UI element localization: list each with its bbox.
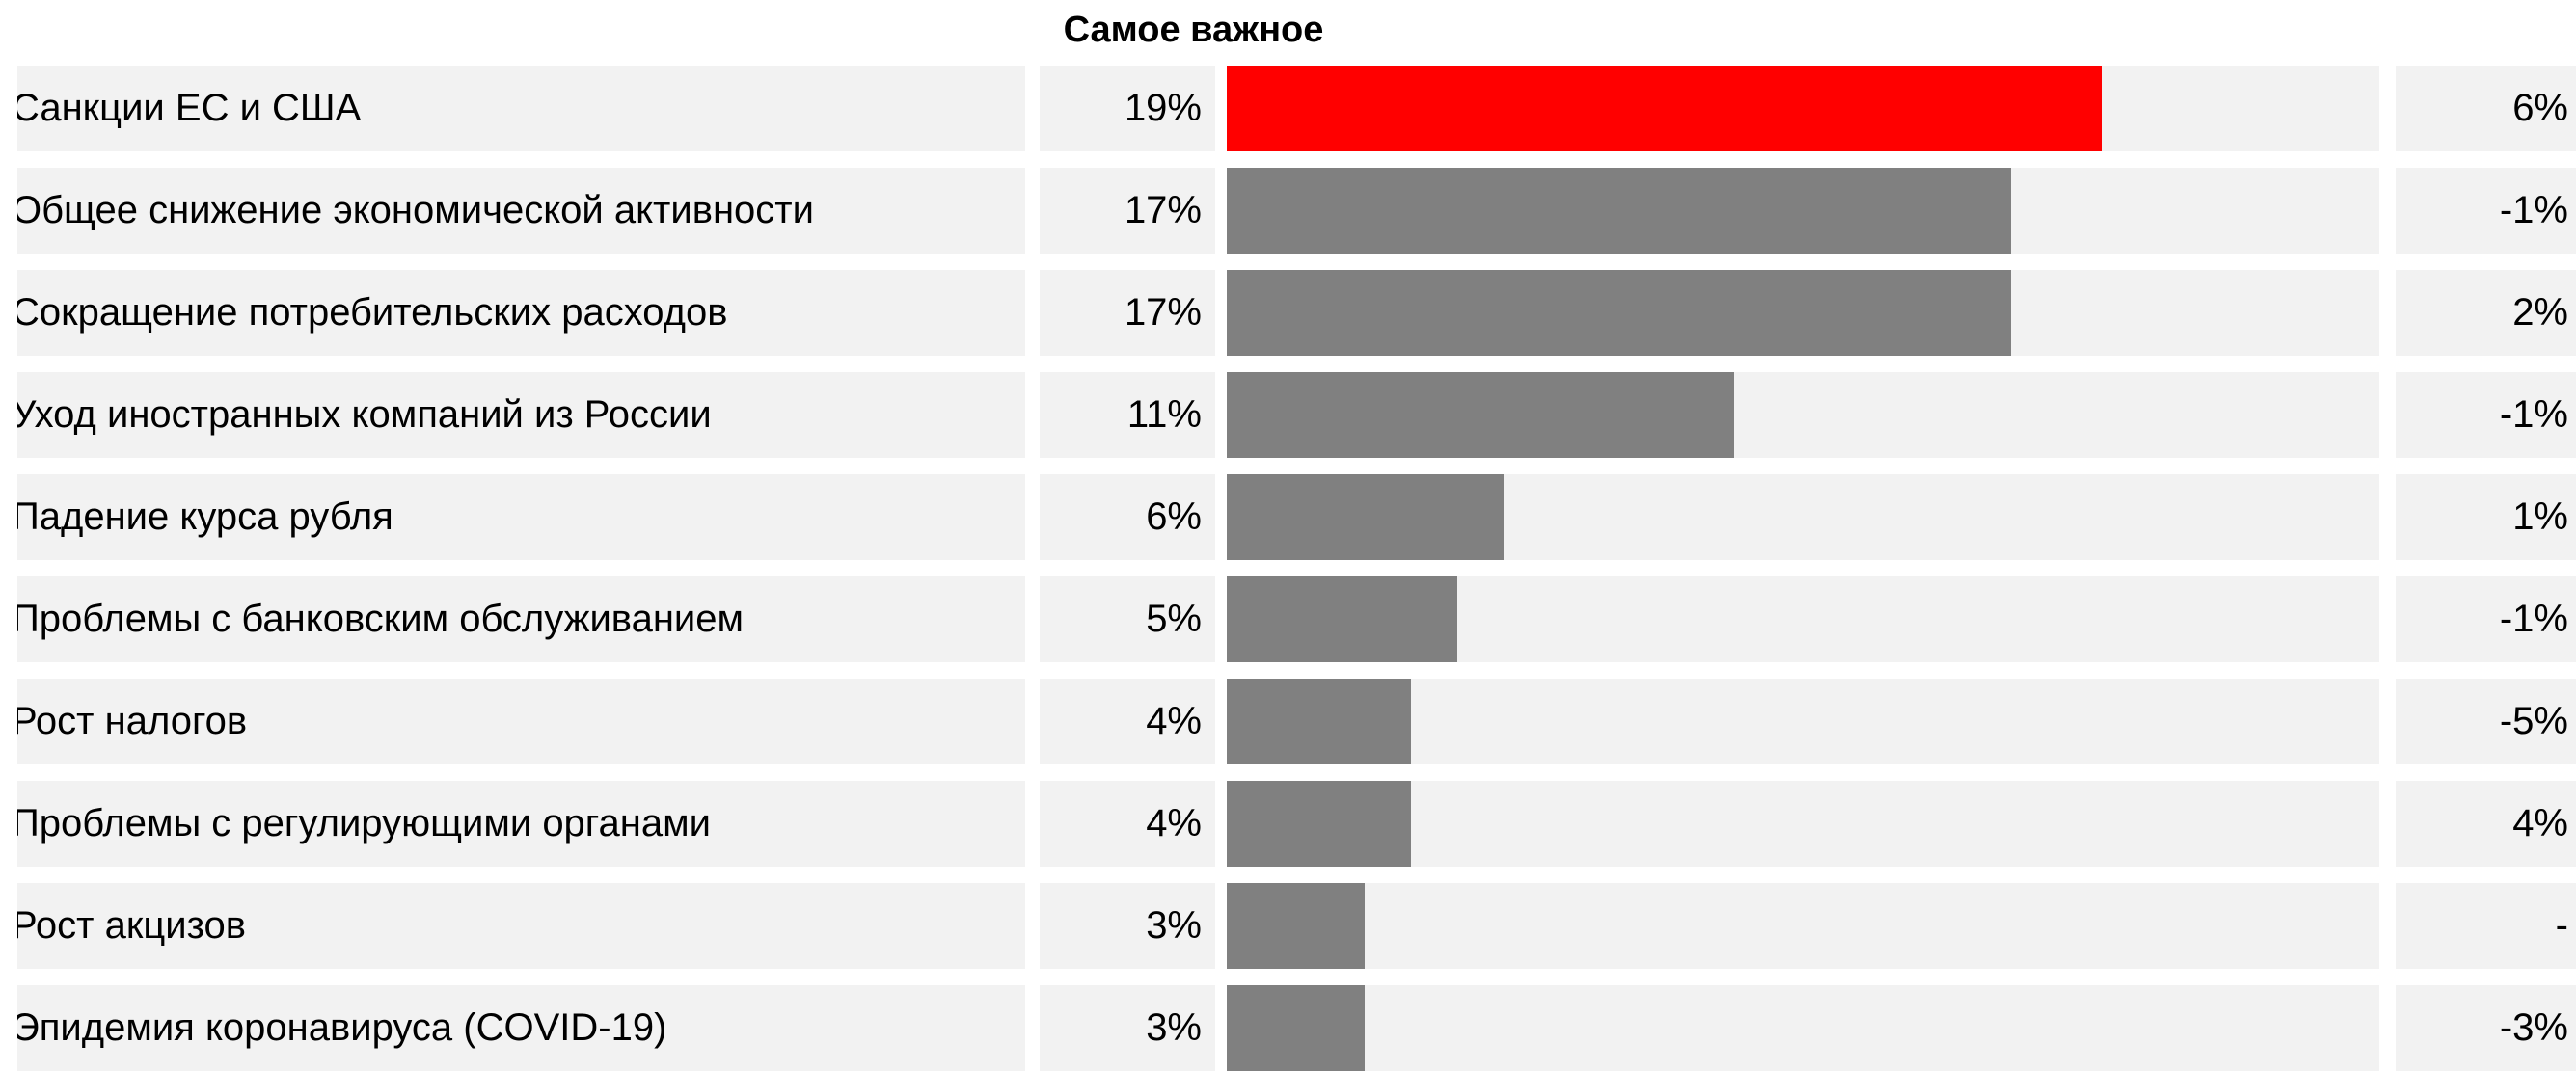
change-label: 1% (2396, 474, 2576, 560)
value-label: 11% (1040, 372, 1215, 458)
value-label: 3% (1040, 985, 1215, 1071)
chart-row: Санкции ЕС и США 19% 6% (0, 66, 2576, 151)
change-label: 4% (2396, 781, 2576, 867)
value-label: 4% (1040, 679, 1215, 764)
value-label: 3% (1040, 883, 1215, 969)
category-label: Санкции ЕС и США (17, 66, 1025, 151)
category-label: Общее снижение экономической активности (17, 168, 1025, 254)
category-label: Рост налогов (17, 679, 1025, 764)
bar (1227, 985, 1366, 1071)
chart-row: Эпидемия коронавируса (COVID-19) 3% -3% (0, 985, 2576, 1071)
value-label: 17% (1040, 168, 1215, 254)
category-label: Уход иностранных компаний из России (17, 372, 1025, 458)
bar-track (1227, 679, 2379, 764)
bar-track (1227, 985, 2379, 1071)
category-label: Эпидемия коронавируса (COVID-19) (17, 985, 1025, 1071)
chart-row: Проблемы с регулирующими органами 4% 4% (0, 781, 2576, 867)
chart-row: Сокращение потребительских расходов 17% 2% (0, 270, 2576, 356)
bar (1227, 474, 1504, 560)
chart-row: Рост акцизов 3% - (0, 883, 2576, 969)
chart-row: Общее снижение экономической активности 1… (0, 168, 2576, 254)
category-label: Падение курса рубля (17, 474, 1025, 560)
category-label: Сокращение потребительских расходов (17, 270, 1025, 356)
change-label: -3% (2396, 985, 2576, 1071)
category-label: Проблемы с банковским обслуживанием (17, 576, 1025, 662)
bar-track (1227, 372, 2379, 458)
bar (1227, 781, 1412, 867)
change-label: -1% (2396, 576, 2576, 662)
value-label: 4% (1040, 781, 1215, 867)
chart-title: Самое важное (1063, 10, 1324, 50)
bar-track (1227, 66, 2379, 151)
change-label: -5% (2396, 679, 2576, 764)
value-label: 19% (1040, 66, 1215, 151)
bar-track (1227, 883, 2379, 969)
bar (1227, 168, 2011, 254)
value-label: 5% (1040, 576, 1215, 662)
bar (1227, 679, 1412, 764)
change-label: -1% (2396, 168, 2576, 254)
chart-row: Проблемы с банковским обслуживанием 5% -1% (0, 576, 2576, 662)
chart-row: Уход иностранных компаний из России 11% -1… (0, 372, 2576, 458)
category-label: Рост акцизов (17, 883, 1025, 969)
bar (1227, 270, 2011, 356)
bar (1227, 576, 1457, 662)
change-label: 2% (2396, 270, 2576, 356)
chart-row: Рост налогов 4% -5% (0, 679, 2576, 764)
bar-track (1227, 781, 2379, 867)
change-label: 6% (2396, 66, 2576, 151)
bar-track (1227, 270, 2379, 356)
bar-track (1227, 474, 2379, 560)
bar-track (1227, 576, 2379, 662)
category-label: Проблемы с регулирующими органами (17, 781, 1025, 867)
value-label: 17% (1040, 270, 1215, 356)
bar (1227, 372, 1734, 458)
change-label: -1% (2396, 372, 2576, 458)
bar-highlight (1227, 66, 2103, 151)
bar (1227, 883, 1366, 969)
change-label: - (2396, 883, 2576, 969)
value-label: 6% (1040, 474, 1215, 560)
chart-row: Падение курса рубля 6% 1% (0, 474, 2576, 560)
bar-track (1227, 168, 2379, 254)
